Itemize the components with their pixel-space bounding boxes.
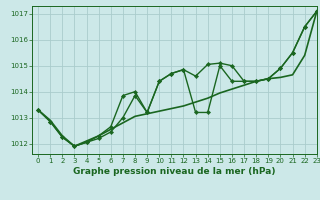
- X-axis label: Graphe pression niveau de la mer (hPa): Graphe pression niveau de la mer (hPa): [73, 167, 276, 176]
